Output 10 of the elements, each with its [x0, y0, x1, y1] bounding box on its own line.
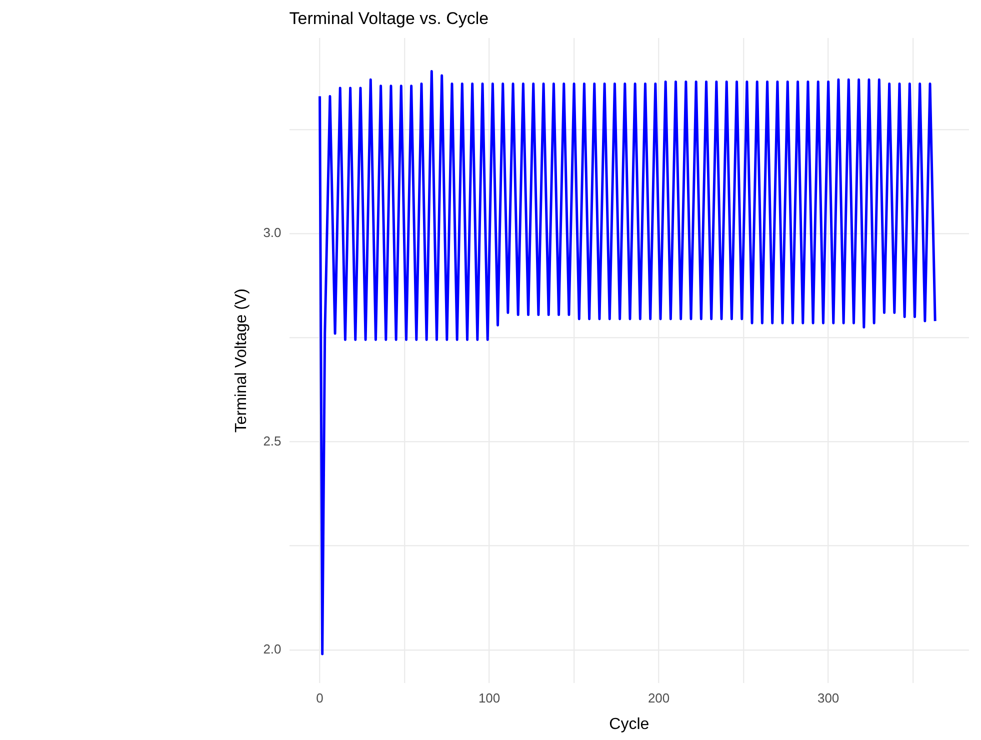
x-tick-label: 100: [478, 690, 500, 706]
y-axis-title: Terminal Voltage (V): [233, 288, 250, 433]
x-tick-label: 0: [316, 690, 324, 706]
x-tick-label: 300: [817, 690, 840, 706]
y-tick-label: 2.0: [263, 641, 282, 656]
x-axis-title: Cycle: [609, 716, 650, 733]
x-tick-label: 200: [648, 690, 670, 706]
y-tick-label: 3.0: [263, 225, 282, 240]
chart-title: Terminal Voltage vs. Cycle: [289, 9, 489, 28]
y-tick-label: 2.5: [263, 433, 282, 448]
